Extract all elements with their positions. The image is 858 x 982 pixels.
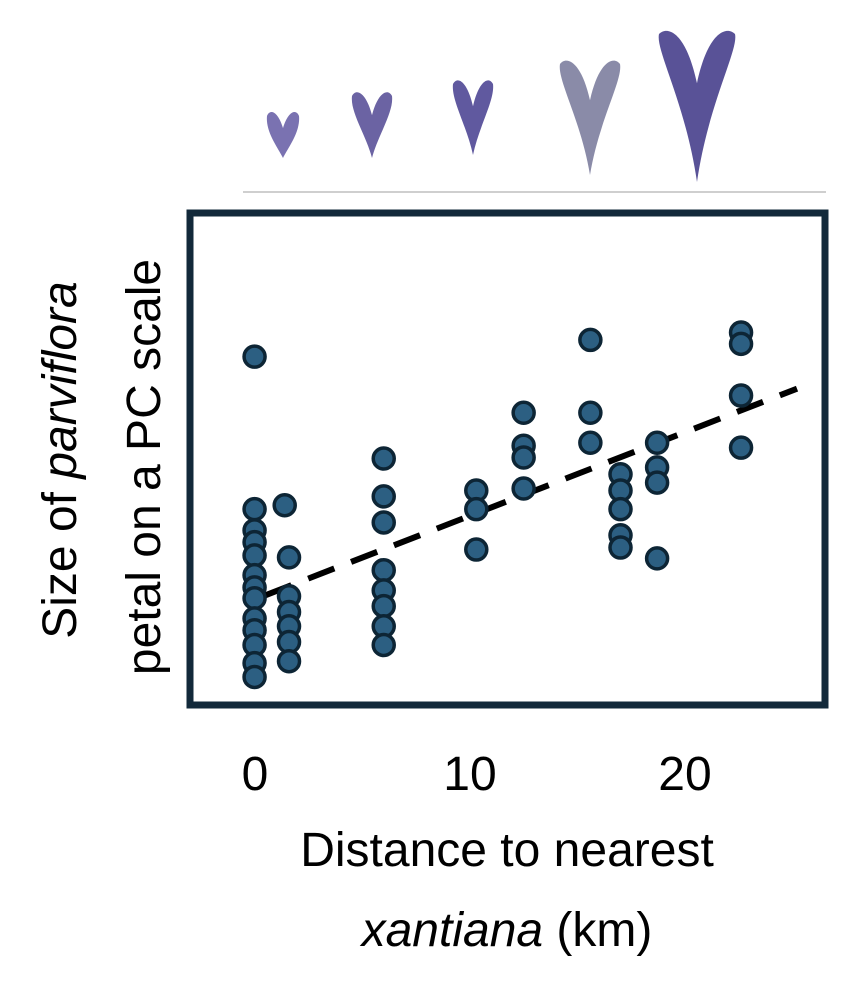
petal-image [658, 30, 736, 182]
data-point [464, 537, 489, 562]
x-tick-label: 20 [658, 748, 711, 801]
data-point [371, 484, 396, 509]
data-point [511, 445, 536, 470]
data-point [371, 632, 396, 658]
data-point [578, 327, 603, 353]
data-point [276, 648, 302, 674]
x-tick-label: 0 [242, 748, 269, 801]
data-point [242, 543, 267, 568]
data-point [728, 383, 754, 408]
data-point [242, 344, 267, 369]
data-point [608, 535, 633, 560]
data-point [371, 593, 396, 619]
y-axis-label-prefix: Size of [34, 479, 87, 639]
petal-image [351, 92, 393, 158]
y-axis-label-line1: Size of parviflora [34, 281, 87, 639]
data-point [276, 545, 302, 570]
x-axis-label-unit: (km) [543, 904, 652, 957]
data-point [644, 470, 670, 495]
petal-image [559, 60, 621, 176]
data-point [578, 400, 603, 426]
data-point [242, 664, 267, 690]
data-point [728, 435, 754, 460]
petal-image [266, 112, 300, 158]
x-axis-label-line2: xantiana (km) [360, 904, 653, 957]
data-point [242, 496, 267, 522]
data-point [728, 331, 754, 357]
data-point [511, 400, 536, 426]
data-point [608, 496, 633, 522]
data-point [578, 430, 603, 456]
data-point [644, 546, 670, 571]
petal-image [452, 80, 494, 155]
data-point [242, 585, 267, 611]
x-axis-label-italic: xantiana [360, 904, 543, 957]
plot-frame [186, 209, 829, 709]
y-axis-label-line2: petal on a PC scale [118, 259, 171, 675]
data-point [371, 510, 396, 535]
points [242, 320, 754, 690]
petal-images [266, 30, 736, 182]
x-ticks: 0 10 20 [242, 748, 712, 801]
data-point [371, 557, 396, 583]
data-point [464, 496, 489, 522]
x-tick-label: 10 [443, 748, 496, 801]
y-axis-label-italic: parviflora [34, 281, 87, 480]
data-point [644, 430, 670, 456]
data-point [272, 492, 297, 518]
data-point [511, 476, 536, 501]
data-point [371, 446, 396, 471]
x-axis-label-line1: Distance to nearest [300, 824, 714, 877]
